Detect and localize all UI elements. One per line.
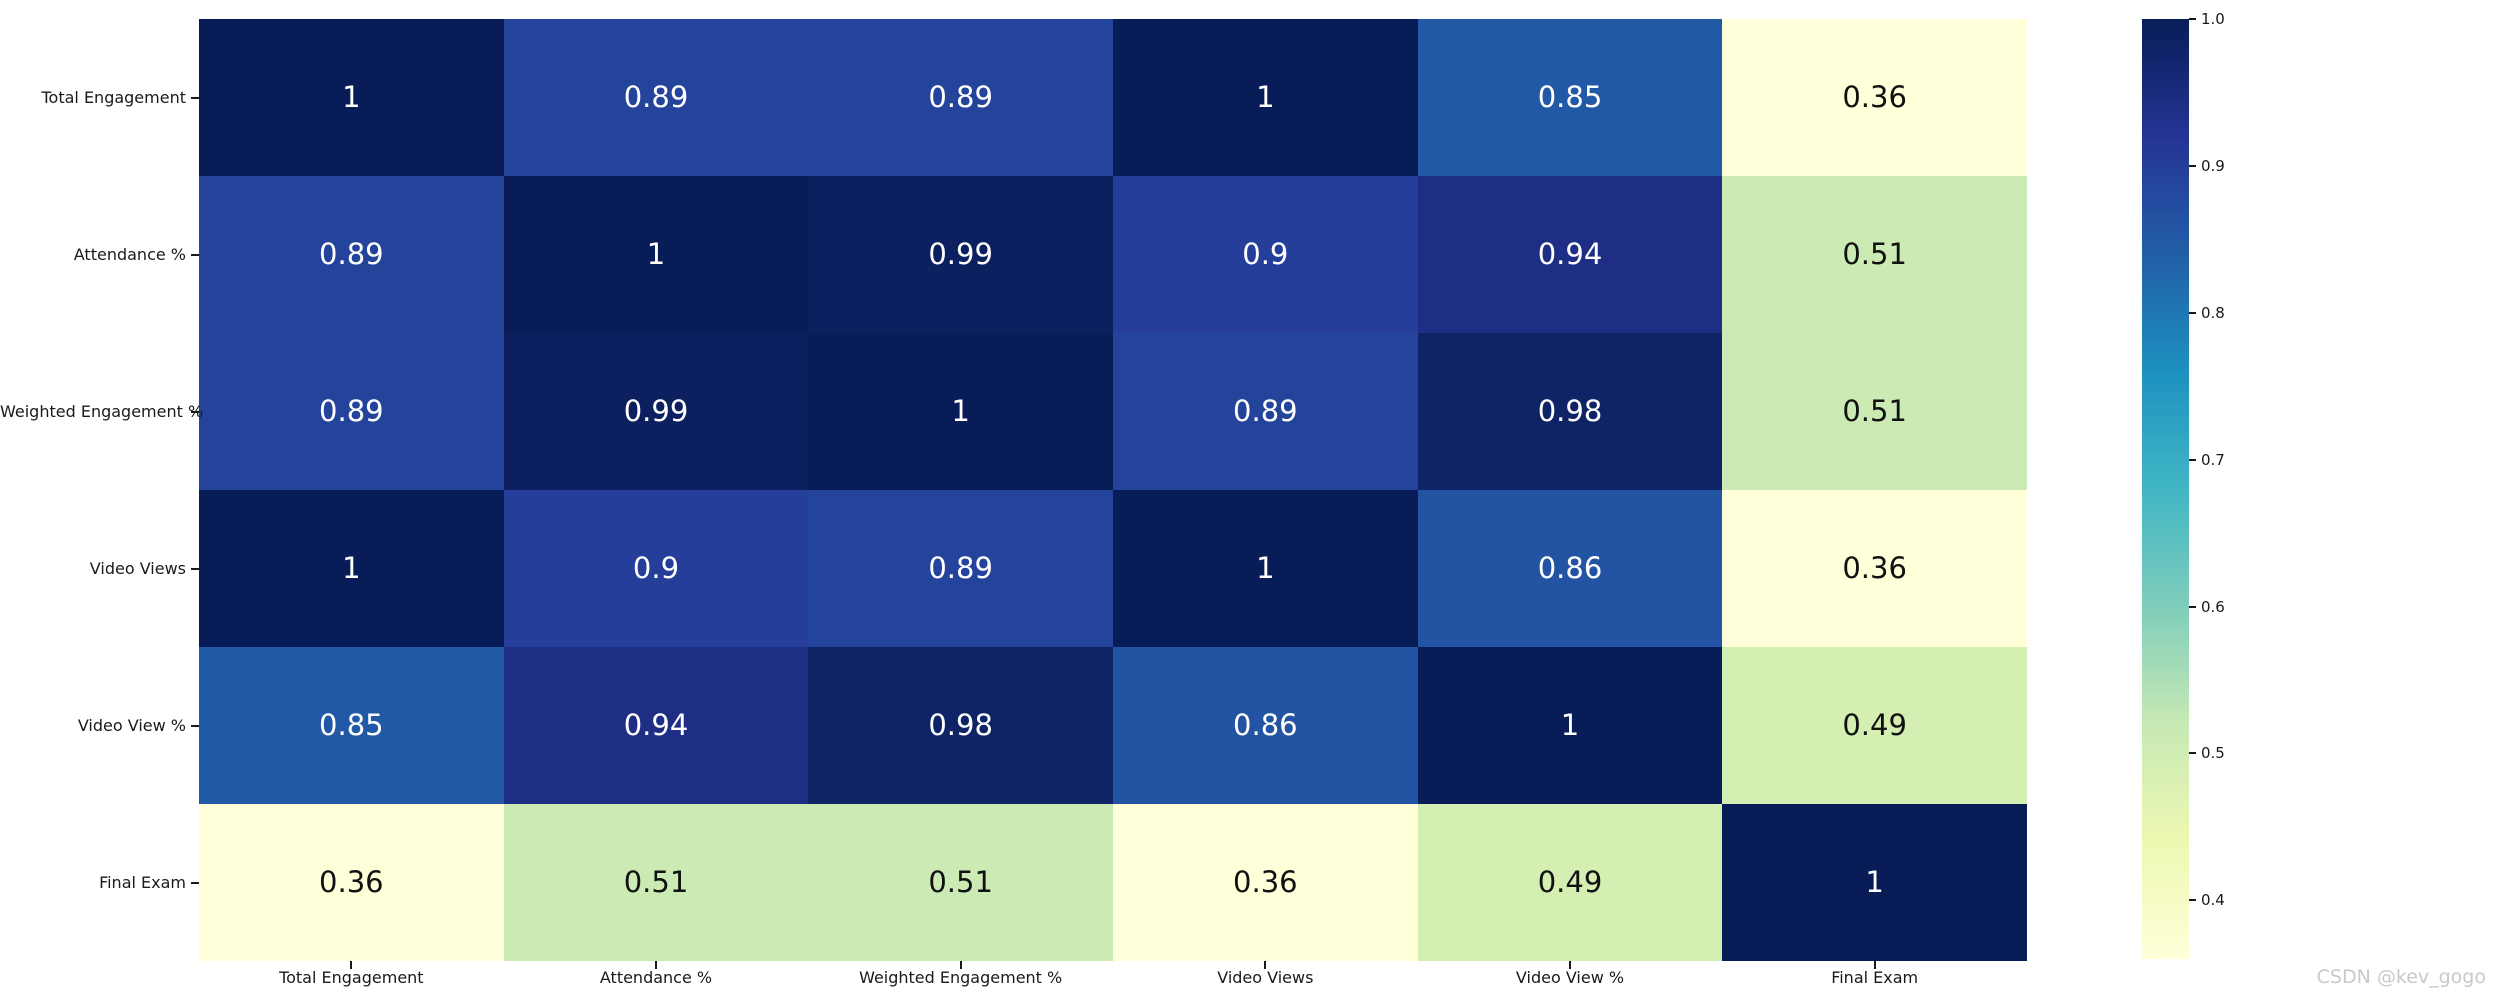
heatmap-cell-r5c2: 0.51 bbox=[808, 804, 1113, 961]
heatmap-cell-r5c1: 0.51 bbox=[503, 804, 809, 961]
heatmap-cell-r1c0: 0.89 bbox=[199, 176, 504, 333]
heatmap-cell-r4c3: 0.86 bbox=[1112, 647, 1418, 804]
heatmap-cell-r5c3: 0.36 bbox=[1112, 804, 1418, 961]
x-tick-mark-2 bbox=[959, 961, 962, 969]
heatmap-cell-r2c4: 0.98 bbox=[1417, 333, 1723, 490]
colorbar-tick-mark-6 bbox=[2189, 899, 2196, 902]
y-tick-label-0: Total Engagement bbox=[41, 87, 186, 107]
heatmap-cell-r2c3: 0.89 bbox=[1112, 333, 1418, 490]
colorbar-gradient bbox=[2142, 19, 2189, 959]
colorbar-tick-label-5: 0.5 bbox=[2201, 744, 2225, 763]
x-tick-label-3: Video Views bbox=[1217, 968, 1314, 987]
x-tick-mark-5 bbox=[1873, 961, 1876, 969]
heatmap-cell-r3c0: 1 bbox=[199, 490, 504, 647]
heatmap-cell-r2c0: 0.89 bbox=[199, 333, 504, 490]
heatmap-cell-r1c4: 0.94 bbox=[1417, 176, 1723, 333]
y-tick-label-1: Attendance % bbox=[73, 244, 186, 264]
colorbar-tick-label-1: 0.9 bbox=[2201, 156, 2225, 175]
heatmap-cell-r3c3: 1 bbox=[1112, 490, 1418, 647]
x-tick-label-1: Attendance % bbox=[599, 968, 713, 987]
y-tick-mark-3 bbox=[191, 567, 199, 570]
y-tick-mark-0 bbox=[191, 96, 199, 99]
heatmap-cell-r4c2: 0.98 bbox=[808, 647, 1113, 804]
y-tick-mark-1 bbox=[191, 253, 199, 256]
y-tick-label-4: Video View % bbox=[77, 715, 186, 735]
heatmap-cell-r0c4: 0.85 bbox=[1417, 19, 1723, 176]
y-tick-mark-4 bbox=[191, 724, 199, 727]
heatmap-cell-r5c4: 0.49 bbox=[1417, 804, 1723, 961]
colorbar-tick-mark-4 bbox=[2189, 605, 2196, 608]
heatmap-cell-r3c4: 0.86 bbox=[1417, 490, 1723, 647]
heatmap-cell-r1c5: 0.51 bbox=[1722, 176, 2027, 333]
colorbar-tick-label-6: 0.4 bbox=[2201, 891, 2225, 910]
heatmap-grid: 1 0.89 0.89 1 0.85 0.36 0.89 1 0.99 0.9 0.94 0.51 0.… bbox=[199, 19, 2027, 961]
heatmap-cell-r4c4: 1 bbox=[1417, 647, 1723, 804]
heatmap-cell-r2c1: 0.99 bbox=[503, 333, 809, 490]
heatmap-cell-r5c5: 1 bbox=[1722, 804, 2027, 961]
x-tick-label-4: Video View % bbox=[1515, 968, 1625, 987]
y-tick-mark-2 bbox=[191, 410, 199, 413]
heatmap-cell-r2c5: 0.51 bbox=[1722, 333, 2027, 490]
y-tick-label-2: Weighted Engagement % bbox=[0, 401, 204, 421]
watermark-text: CSDN @kev_gogo bbox=[2316, 966, 2486, 988]
x-tick-label-5: Final Exam bbox=[1831, 968, 1919, 987]
heatmap-cell-r4c5: 0.49 bbox=[1722, 647, 2027, 804]
heatmap-cell-r3c1: 0.9 bbox=[503, 490, 809, 647]
x-tick-label-2: Weighted Engagement % bbox=[859, 968, 1063, 987]
heatmap-cell-r0c5: 0.36 bbox=[1722, 19, 2027, 176]
y-tick-label-5: Final Exam bbox=[99, 872, 186, 892]
colorbar-tick-mark-5 bbox=[2189, 752, 2196, 755]
y-tick-mark-5 bbox=[191, 881, 199, 884]
colorbar-tick-label-3: 0.7 bbox=[2201, 450, 2225, 469]
heatmap-cell-r4c0: 0.85 bbox=[199, 647, 504, 804]
heatmap-cell-r5c0: 0.36 bbox=[199, 804, 504, 961]
heatmap-cell-r0c3: 1 bbox=[1112, 19, 1418, 176]
heatmap-cell-r1c3: 0.9 bbox=[1112, 176, 1418, 333]
heatmap-cell-r2c2: 1 bbox=[808, 333, 1113, 490]
heatmap-cell-r0c1: 0.89 bbox=[503, 19, 809, 176]
heatmap-cell-r4c1: 0.94 bbox=[503, 647, 809, 804]
colorbar-tick-mark-3 bbox=[2189, 458, 2196, 461]
colorbar-tick-mark-0 bbox=[2189, 18, 2196, 20]
heatmap-cell-r0c2: 0.89 bbox=[808, 19, 1113, 176]
colorbar-tick-mark-1 bbox=[2189, 164, 2196, 167]
colorbar-tick-label-4: 0.6 bbox=[2201, 597, 2225, 616]
heatmap-cell-r3c5: 0.36 bbox=[1722, 490, 2027, 647]
x-tick-mark-4 bbox=[1569, 961, 1571, 969]
colorbar-tick-label-2: 0.8 bbox=[2201, 303, 2225, 322]
x-tick-mark-1 bbox=[655, 961, 657, 969]
x-tick-mark-3 bbox=[1264, 961, 1267, 969]
colorbar-tick-mark-2 bbox=[2189, 311, 2196, 314]
colorbar-tick-label-0: 1.0 bbox=[2201, 10, 2225, 28]
heatmap-cell-r1c1: 1 bbox=[503, 176, 809, 333]
x-tick-mark-0 bbox=[350, 961, 353, 969]
y-tick-label-3: Video Views bbox=[89, 558, 186, 578]
x-tick-label-0: Total Engagement bbox=[279, 968, 424, 987]
heatmap-cell-r1c2: 0.99 bbox=[808, 176, 1113, 333]
heatmap-cell-r3c2: 0.89 bbox=[808, 490, 1113, 647]
heatmap-cell-r0c0: 1 bbox=[199, 19, 504, 176]
